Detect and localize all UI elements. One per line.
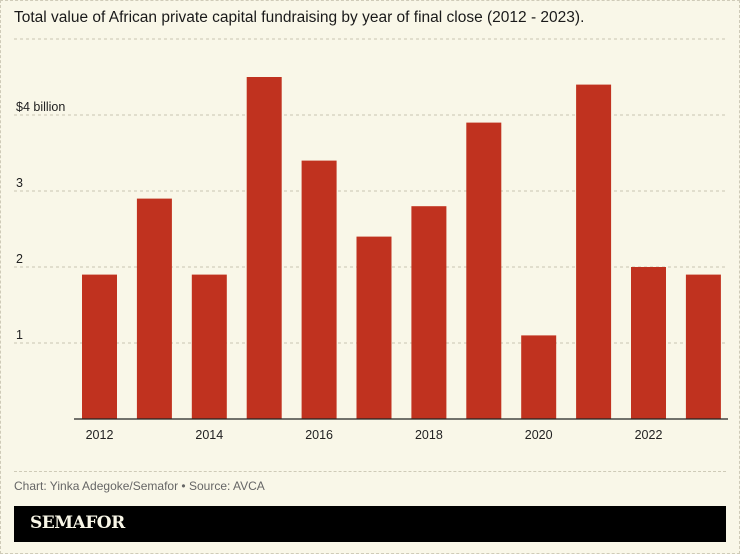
x-tick-label: 2022 <box>635 428 663 442</box>
bar-2019 <box>466 122 502 419</box>
bar-chart: 1 2 3 $4 billion 2012 2014 2016 2018 2020 2022 <box>14 38 728 442</box>
bar-2023 <box>685 274 721 419</box>
x-tick-label: 2018 <box>415 428 443 442</box>
x-tick-label: 2014 <box>195 428 223 442</box>
x-tick-label: 2020 <box>525 428 553 442</box>
footer-bar: SEMAFOR <box>14 506 726 542</box>
chart-title: Total value of African private capital f… <box>14 9 585 26</box>
bar-2020 <box>521 335 557 419</box>
chart-credit: Chart: Yinka Adegoke/Semafor • Source: A… <box>14 479 265 493</box>
bar-2018 <box>411 206 447 419</box>
x-tick-label: 2016 <box>305 428 333 442</box>
bar-2014 <box>191 274 227 419</box>
bar-2015 <box>246 77 282 419</box>
bar-2017 <box>356 236 392 419</box>
bar-2016 <box>301 160 337 419</box>
y-tick-label: 2 <box>16 252 23 266</box>
bar-2021 <box>576 84 612 419</box>
semafor-logo: SEMAFOR <box>30 513 125 533</box>
y-tick-label: 1 <box>16 328 23 342</box>
y-tick-label: 3 <box>16 176 23 190</box>
bar-2013 <box>136 198 172 419</box>
bar-2012 <box>82 274 117 419</box>
y-tick-label: $4 billion <box>16 100 65 114</box>
x-tick-label: 2012 <box>86 428 114 442</box>
divider <box>14 471 726 472</box>
bar-2022 <box>631 267 666 419</box>
